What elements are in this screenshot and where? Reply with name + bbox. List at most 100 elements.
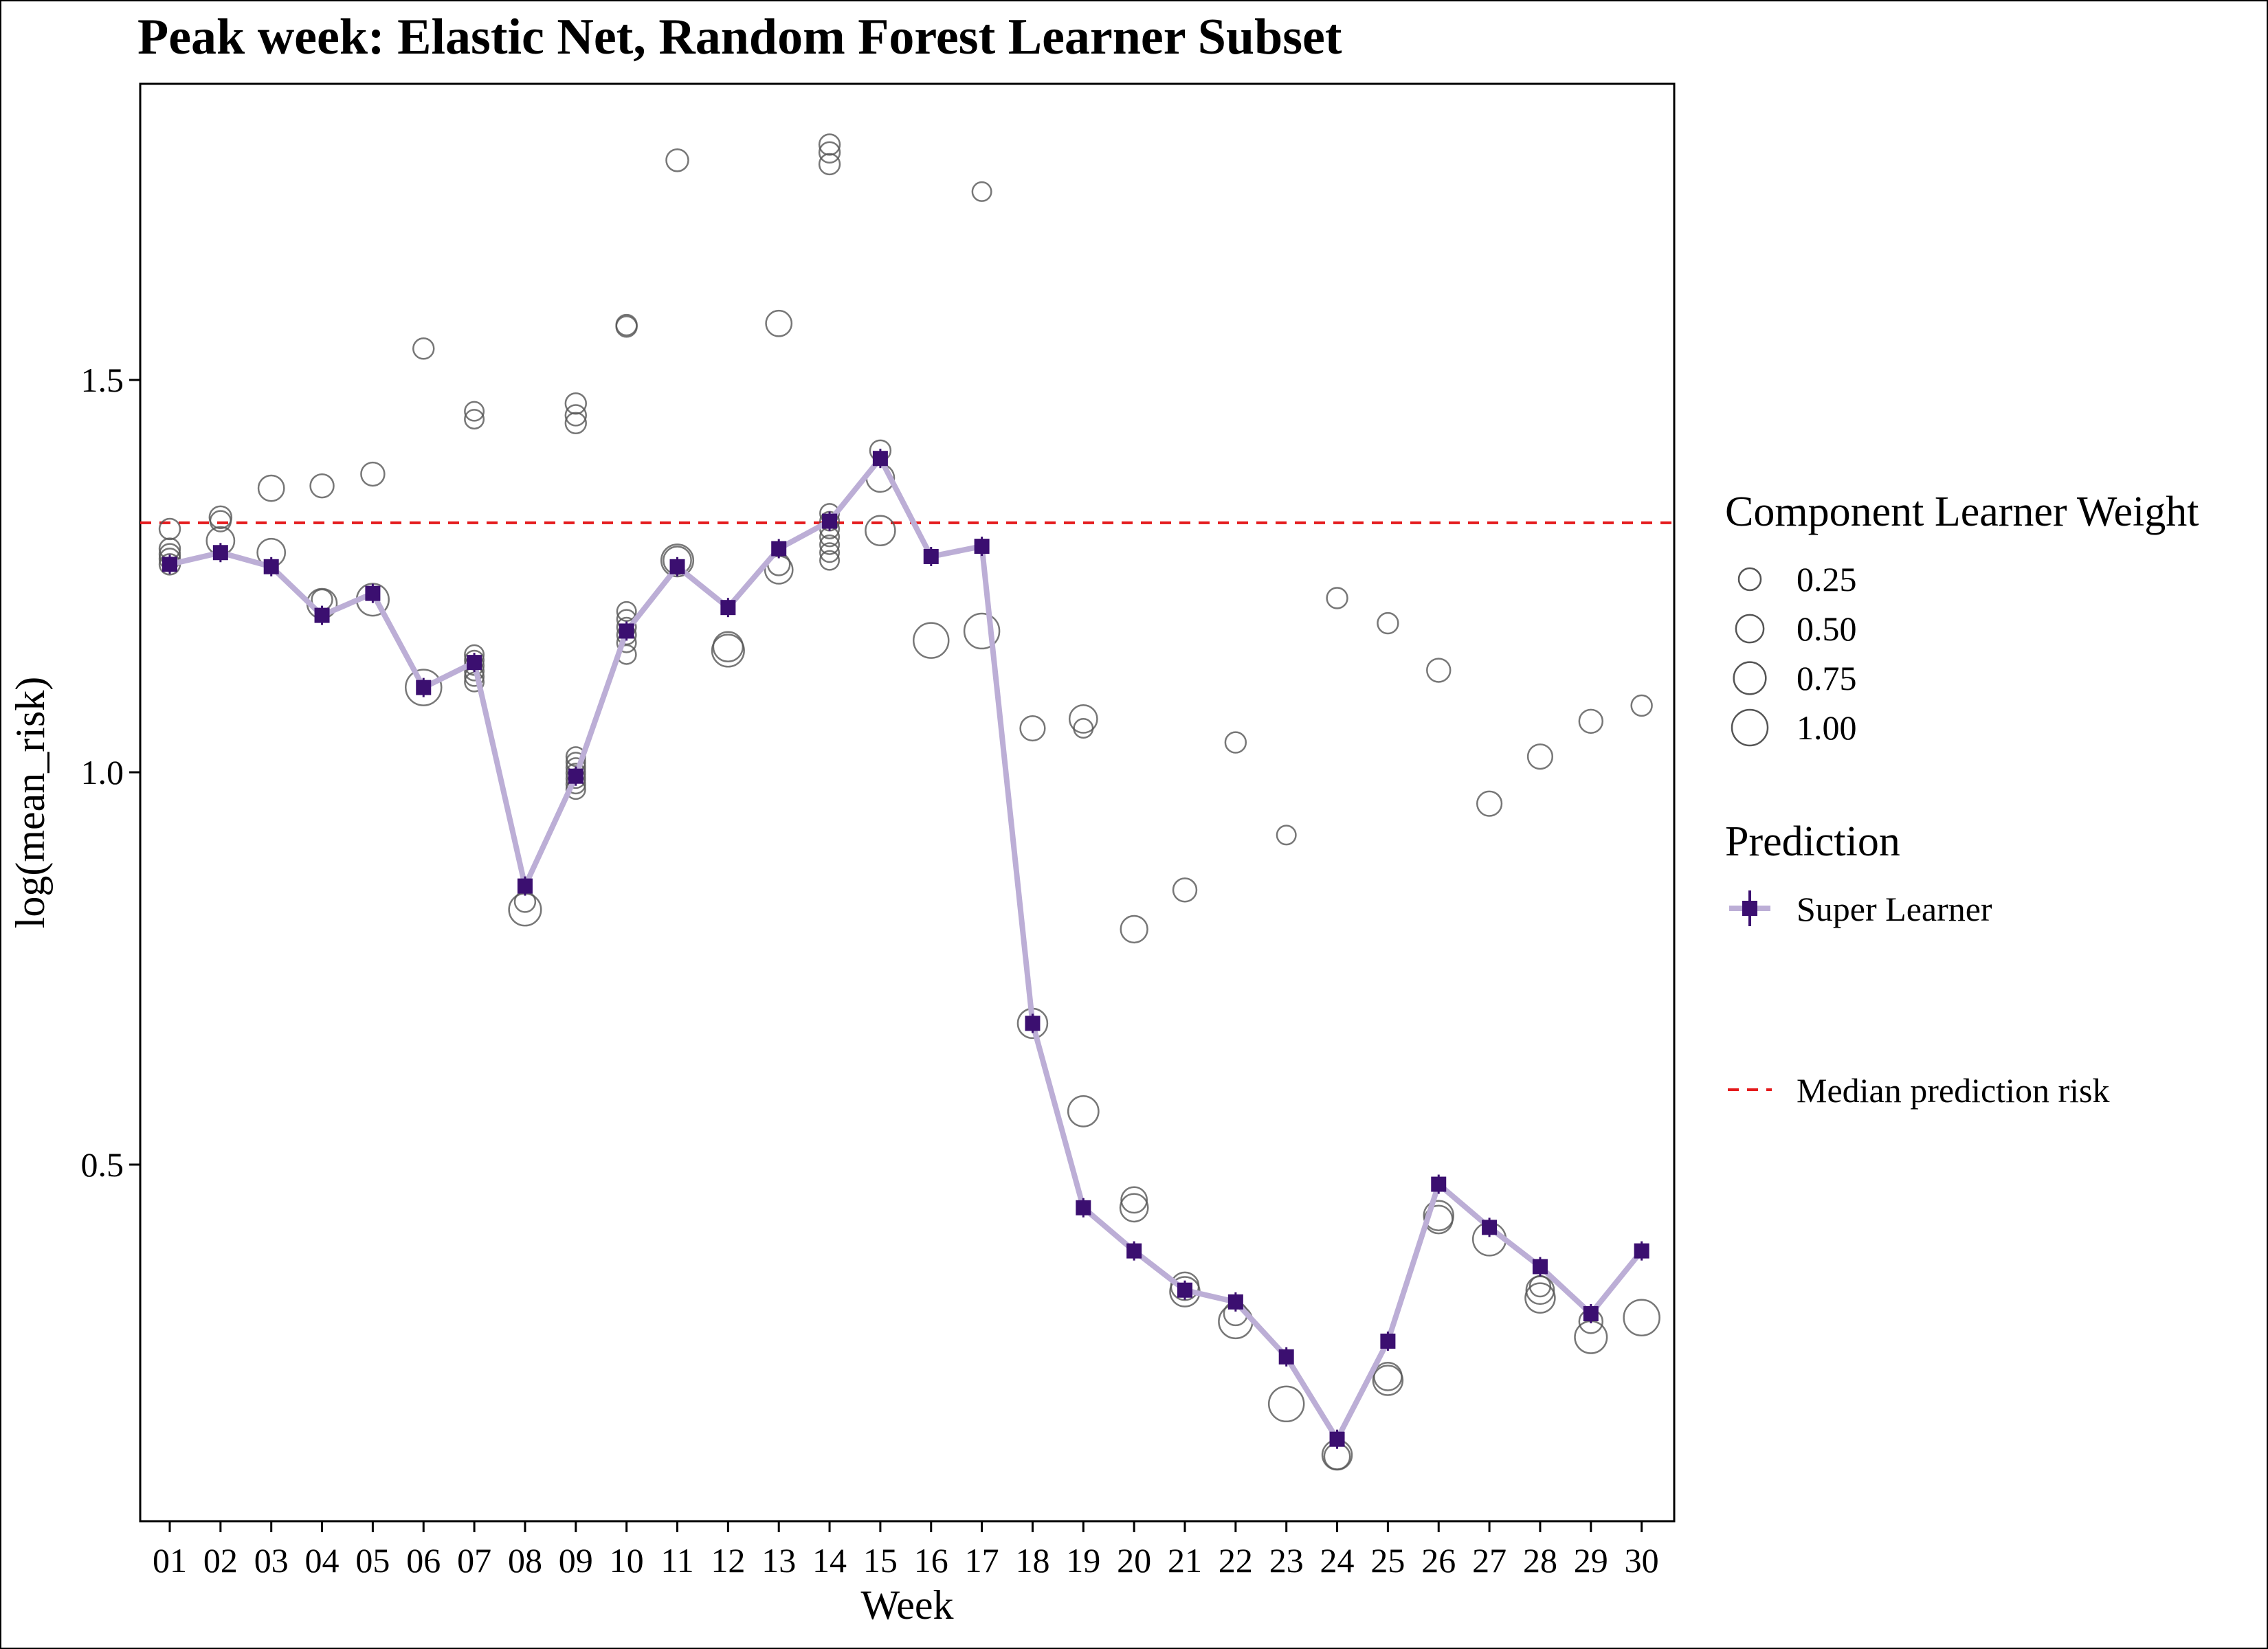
x-tick-label: 13 <box>761 1541 796 1580</box>
super-learner-point <box>974 539 990 554</box>
component-learner-point <box>1276 824 1297 846</box>
component-learner-point <box>1476 790 1503 817</box>
component-learner-point <box>1423 1200 1454 1231</box>
super-learner-point <box>1025 1016 1041 1031</box>
legend-size-title: Component Learner Weight <box>1725 489 2199 535</box>
component-learner-point <box>208 505 233 530</box>
super-learner-point <box>416 680 432 695</box>
super-learner-point <box>1329 1431 1345 1447</box>
x-tick-label: 07 <box>457 1541 491 1580</box>
component-learner-point <box>1524 1282 1556 1314</box>
legend-median-label: Median prediction risk <box>1797 1071 2109 1110</box>
super-learner-point <box>1126 1243 1142 1259</box>
component-learner-point <box>1574 1320 1608 1354</box>
component-learner-point <box>1120 915 1148 944</box>
component-learner-point <box>818 133 841 156</box>
component-learner-point <box>819 534 841 555</box>
component-learner-point <box>405 669 443 706</box>
super-learner-point <box>1076 1200 1091 1215</box>
legend-size-label: 0.50 <box>1797 609 1857 648</box>
legend-size-label: 0.75 <box>1797 659 1857 697</box>
legend-size-circle <box>1731 708 1769 747</box>
super-learner-point <box>1177 1282 1192 1298</box>
x-tick-label: 05 <box>355 1541 390 1580</box>
super-learner-point <box>1583 1305 1599 1321</box>
legend-prediction-title: Prediction <box>1725 818 1900 865</box>
x-tick-label: 03 <box>254 1541 289 1580</box>
component-learner-point <box>913 622 950 659</box>
super-learner-point <box>720 600 736 616</box>
x-tick-label: 26 <box>1421 1541 1456 1580</box>
x-tick-label: 22 <box>1219 1541 1253 1580</box>
x-tick-label: 25 <box>1370 1541 1405 1580</box>
component-learner-point <box>412 337 435 360</box>
component-learner-point <box>564 412 587 435</box>
x-tick-label: 28 <box>1523 1541 1557 1580</box>
super-learner-point <box>1227 1294 1243 1310</box>
x-tick-label: 23 <box>1269 1541 1304 1580</box>
super-learner-point <box>1532 1259 1548 1275</box>
component-learner-point <box>1578 708 1604 734</box>
super-learner-point <box>1380 1333 1396 1349</box>
x-axis-label: Week <box>860 1582 953 1628</box>
y-axis: 0.5 1.0 1.5 <box>81 361 140 1184</box>
component-learner-point <box>818 153 841 176</box>
x-tick-label: 29 <box>1574 1541 1608 1580</box>
component-learner-point <box>865 515 896 547</box>
component-learner-point <box>1630 694 1653 717</box>
x-tick-label: 16 <box>914 1541 948 1580</box>
component-learner-point <box>1326 587 1348 609</box>
component-learner-point <box>1267 1385 1305 1423</box>
super-learner-point <box>1634 1243 1649 1259</box>
component-learner-point <box>616 601 637 622</box>
x-tick-label: 24 <box>1320 1541 1355 1580</box>
component-learner-point <box>963 612 1001 650</box>
legend: Component Learner Weight 0.25 0.50 0.75 1.0… <box>1725 489 2199 1110</box>
component-learner-point <box>1623 1299 1660 1336</box>
x-tick-label: 14 <box>812 1541 847 1580</box>
x-tick-label: 09 <box>559 1541 593 1580</box>
component-learner-point <box>711 633 745 668</box>
super-learner-point <box>822 513 838 529</box>
legend-size-label: 0.25 <box>1797 560 1857 598</box>
x-tick-label: 10 <box>610 1541 644 1580</box>
component-learner-point <box>1073 718 1094 739</box>
legend-super-learner-marker <box>1742 901 1757 916</box>
component-learner-point <box>660 543 695 578</box>
x-tick-label: 15 <box>863 1541 898 1580</box>
component-learner-point <box>564 392 587 415</box>
x-tick-label: 11 <box>660 1541 693 1580</box>
component-learner-point <box>360 461 386 487</box>
component-learner-point <box>564 404 587 427</box>
x-tick-label: 21 <box>1168 1541 1202 1580</box>
chart-title: Peak week: Elastic Net, Random Forest Le… <box>137 9 1342 65</box>
component-learner-point <box>1068 704 1098 734</box>
y-axis-label: log(mean_risk) <box>8 677 53 929</box>
component-learner-point <box>1120 1186 1148 1214</box>
component-learner-point <box>1526 743 1554 770</box>
component-learner-point <box>712 631 744 663</box>
super-learner-point <box>669 559 685 574</box>
component-learner-point <box>1525 1275 1555 1305</box>
super-learner-point <box>619 623 634 639</box>
component-learner-point <box>508 893 542 927</box>
component-learner-point <box>464 409 485 430</box>
super-learner-line <box>169 456 1644 1442</box>
component-learner-point <box>765 309 793 337</box>
component-learner-point <box>1426 658 1452 683</box>
component-learner-point <box>1119 1193 1149 1223</box>
y-tick-label: 1.5 <box>81 361 124 399</box>
super-learner-point <box>314 607 330 623</box>
super-learner-point <box>263 559 279 574</box>
super-learner-point <box>568 768 583 784</box>
component-learner-point <box>1224 731 1247 754</box>
x-tick-label: 06 <box>406 1541 441 1580</box>
component-learner-point <box>1172 877 1198 903</box>
super-learner-point <box>162 557 177 572</box>
x-tick-label: 12 <box>711 1541 745 1580</box>
component-learner-point <box>309 473 335 499</box>
component-learner-point <box>1377 612 1399 635</box>
x-tick-label: 17 <box>965 1541 999 1580</box>
